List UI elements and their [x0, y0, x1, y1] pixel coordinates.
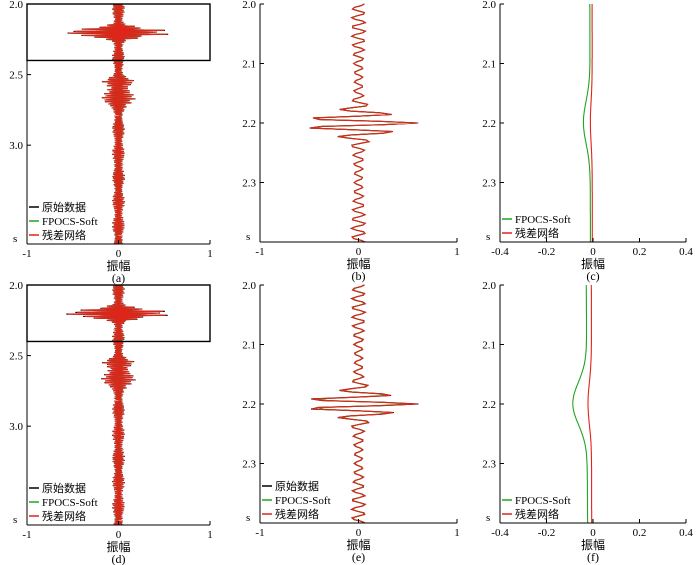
- y-tick-label: 2.0: [9, 0, 23, 11]
- x-tick-label: -1: [255, 246, 264, 258]
- y-tick-label: 2.1: [482, 340, 496, 352]
- x-tick-label: 0: [590, 246, 596, 258]
- x-axis-label: 振幅: [581, 537, 605, 552]
- x-tick-label: 0: [356, 527, 362, 539]
- legend-label: FPOCS-Soft: [42, 497, 98, 509]
- y-unit-label: s: [246, 231, 250, 243]
- legend-label: FPOCS-Soft: [515, 495, 571, 507]
- x-tick-label: 0.2: [633, 246, 647, 258]
- y-tick-label: 2.2: [482, 399, 496, 411]
- y-tick-label: 2.3: [482, 178, 496, 190]
- trace-3: [312, 284, 418, 524]
- y-tick-label: 2.3: [482, 459, 496, 471]
- x-tick-label: 1: [454, 527, 460, 539]
- trace-1: [572, 285, 589, 523]
- y-tick-label: 3.0: [9, 421, 23, 433]
- x-tick-label: 1: [207, 248, 213, 260]
- y-tick-label: 2.2: [242, 399, 256, 411]
- legend-label: 原始数据: [42, 481, 86, 495]
- x-tick-label: -1: [255, 527, 264, 539]
- x-axis-label: 振幅: [106, 258, 130, 273]
- y-tick-label: 3.0: [9, 140, 23, 152]
- x-tick-label: -1: [22, 529, 31, 541]
- panel-b: 2.0 2.1 2.2 2.3 s -1 0 1 振幅(b): [242, 0, 460, 283]
- x-tick-label: -0.4: [491, 246, 509, 258]
- y-unit-label: s: [13, 514, 17, 526]
- panel-f: 2.0 2.1 2.2 2.3 s-0.4 -0.2 0 0.2 0.4 振幅(f) FPOCS-S…: [482, 280, 693, 564]
- x-tick-label: -0.2: [538, 246, 555, 258]
- panel-caption: (a): [112, 271, 125, 285]
- y-tick-label: 2.3: [242, 459, 256, 471]
- y-tick-label: 2.1: [242, 340, 256, 352]
- legend-label: 原始数据: [42, 200, 86, 214]
- y-tick-label: 2.1: [482, 59, 496, 71]
- y-tick-label: 2.0: [242, 280, 256, 292]
- panel-caption: (c): [586, 269, 599, 283]
- legend-label: 残差网络: [515, 226, 559, 240]
- legend-label: 残差网络: [275, 507, 319, 521]
- trace-3: [309, 3, 419, 243]
- x-tick-label: 0: [116, 529, 122, 541]
- legend-label: FPOCS-Soft: [42, 216, 98, 228]
- x-axis-label: 振幅: [346, 537, 370, 552]
- trace-2: [587, 285, 593, 523]
- legend-label: FPOCS-Soft: [275, 495, 331, 507]
- x-tick-label: 0: [116, 248, 122, 260]
- legend-label: 残差网络: [42, 509, 86, 523]
- x-tick-label: -1: [22, 248, 31, 260]
- x-tick-label: 0.4: [679, 527, 693, 539]
- panel-caption: (e): [352, 550, 365, 564]
- y-unit-label: s: [13, 233, 17, 245]
- panel-c: 2.0 2.1 2.2 2.3 s-0.4 -0.2 0 0.2 0.4 振幅(c) FPOCS-S…: [482, 0, 693, 283]
- y-unit-label: s: [486, 512, 490, 524]
- x-axis-label: 振幅: [106, 539, 130, 554]
- y-tick-label: 2.5: [9, 70, 23, 82]
- y-tick-label: 2.2: [482, 118, 496, 130]
- legend-label: 残差网络: [42, 228, 86, 242]
- x-tick-label: 0.2: [633, 527, 647, 539]
- zoom-box: [26, 3, 211, 62]
- legend-label: 残差网络: [515, 507, 559, 521]
- y-tick-label: 2.0: [482, 280, 496, 292]
- x-tick-label: 1: [207, 529, 213, 541]
- x-tick-label: 0: [356, 246, 362, 258]
- panel-caption: (f): [587, 550, 599, 564]
- x-tick-label: 1: [454, 246, 460, 258]
- legend-label: FPOCS-Soft: [515, 214, 571, 226]
- zoom-box: [26, 284, 211, 343]
- y-tick-label: 2.0: [9, 280, 23, 292]
- y-tick-label: 2.0: [482, 0, 496, 11]
- x-axis-label: 振幅: [581, 256, 605, 271]
- y-tick-label: 2.3: [242, 178, 256, 190]
- x-axis-label: 振幅: [346, 256, 370, 271]
- y-unit-label: s: [486, 231, 490, 243]
- panel-caption: (d): [112, 552, 126, 565]
- y-tick-label: 2.5: [9, 351, 23, 363]
- trace-3: [68, 3, 168, 245]
- y-tick-label: 2.0: [242, 0, 256, 11]
- y-tick-label: 2.2: [242, 118, 256, 130]
- trace-1: [582, 4, 591, 242]
- y-tick-label: 2.1: [242, 59, 256, 71]
- legend-label: 原始数据: [275, 479, 319, 493]
- x-tick-label: -0.2: [538, 527, 555, 539]
- x-tick-label: 0.4: [679, 246, 693, 258]
- x-tick-label: -0.4: [491, 527, 509, 539]
- x-tick-label: 0: [590, 527, 596, 539]
- panel-caption: (b): [352, 269, 366, 283]
- trace-2: [589, 4, 593, 242]
- y-unit-label: s: [246, 512, 250, 524]
- trace-3: [68, 284, 166, 526]
